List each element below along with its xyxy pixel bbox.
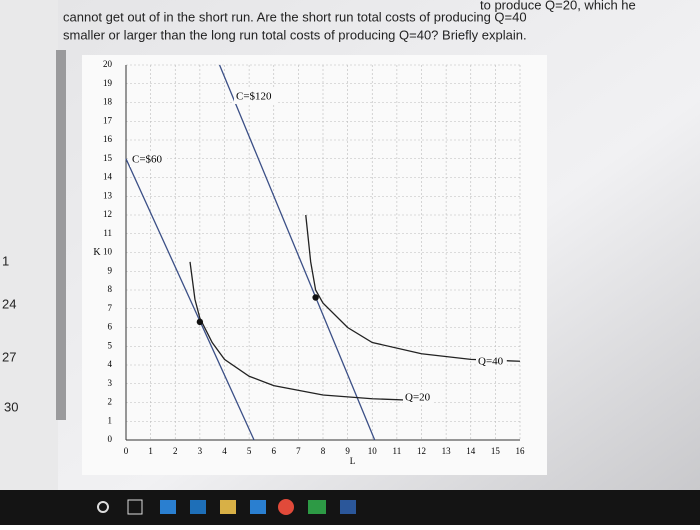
sidebar <box>0 0 58 490</box>
series-line <box>305 214 521 362</box>
sidebar-item: 30 <box>4 399 18 414</box>
x-tick-label: 9 <box>345 446 350 456</box>
x-tick-label: 10 <box>368 446 378 456</box>
y-tick-label: 9 <box>108 265 113 275</box>
x-tick-label: 7 <box>296 446 301 456</box>
x-tick-label: 1 <box>148 446 153 456</box>
y-tick-label: 1 <box>108 415 113 425</box>
y-tick-label: 19 <box>103 78 113 88</box>
x-tick-label: 12 <box>417 446 426 456</box>
sidebar-item: 27 <box>2 349 16 364</box>
y-tick-label: 14 <box>103 172 113 182</box>
x-tick-label: 5 <box>247 446 252 456</box>
y-tick-label: 20 <box>103 59 113 69</box>
y-tick-label: 10 <box>103 247 113 257</box>
app-icon[interactable] <box>340 500 356 514</box>
x-tick-label: 8 <box>321 446 326 456</box>
app-icon[interactable] <box>160 500 176 514</box>
x-tick-label: 16 <box>516 446 526 456</box>
label-bg <box>234 89 278 104</box>
app-icon[interactable] <box>308 500 326 514</box>
series-line <box>189 261 422 402</box>
x-tick-label: 2 <box>173 446 178 456</box>
series-label: C=$60 <box>132 154 163 166</box>
y-tick-label: 3 <box>108 378 113 388</box>
x-tick-label: 14 <box>466 446 476 456</box>
app-icon[interactable] <box>190 500 206 514</box>
y-tick-label: 16 <box>103 134 113 144</box>
tangency-point <box>196 318 204 326</box>
y-tick-label: 11 <box>103 228 112 238</box>
x-tick-label: 11 <box>393 446 402 456</box>
x-axis-label: L <box>350 456 356 466</box>
app-icon[interactable] <box>220 500 236 514</box>
plot: 0 1 2 3 4 5 6 7 8 9 10 11 12 13 14 15 160123456789101112… <box>93 59 525 466</box>
label-bg <box>130 152 167 167</box>
chart-paper <box>82 55 547 475</box>
series-label: C=$120 <box>236 91 272 103</box>
app-icon[interactable] <box>250 500 266 514</box>
series-line <box>218 64 376 441</box>
y-tick-label: 13 <box>103 190 113 200</box>
tangency-point <box>312 294 319 301</box>
y-axis-label: K <box>93 247 101 258</box>
search-icon[interactable] <box>97 501 109 513</box>
y-tick-label: 8 <box>108 284 113 294</box>
question-line: smaller or larger than the long run tota… <box>63 27 527 42</box>
y-tick-label: 0 <box>108 434 113 444</box>
y-tick-label: 17 <box>103 115 113 125</box>
x-tick-label: 13 <box>442 446 452 456</box>
taskview-icon[interactable] <box>127 499 143 515</box>
y-tick-label: 7 <box>108 303 113 313</box>
y-tick-label: 6 <box>108 322 113 332</box>
y-tick-label: 2 <box>108 397 113 407</box>
x-tick-label: 4 <box>222 446 227 456</box>
sidebar-item: 1 <box>2 253 9 268</box>
x-tick-label: 6 <box>272 446 277 456</box>
x-tick-label: 15 <box>491 446 501 456</box>
label-bg <box>476 354 507 369</box>
y-tick-label: 12 <box>103 209 112 219</box>
y-tick-label: 18 <box>103 97 113 107</box>
x-tick-label: 0 <box>124 446 129 456</box>
sidebar-item: 24 <box>2 296 16 311</box>
question-line: to produce Q=20, which he <box>480 0 636 12</box>
scrollbar <box>56 50 66 420</box>
series-label: Q=20 <box>405 392 431 404</box>
y-tick-label: 15 <box>103 153 113 163</box>
app-icon[interactable] <box>278 499 294 515</box>
series-label: Q=40 <box>478 356 504 368</box>
x-tick-label: 3 <box>198 446 203 456</box>
question-line: cannot get out of in the short run. Are … <box>63 9 527 24</box>
label-bg <box>403 390 434 405</box>
y-tick-label: 4 <box>108 359 113 369</box>
y-tick-label: 5 <box>108 340 113 350</box>
series-line <box>125 158 255 441</box>
